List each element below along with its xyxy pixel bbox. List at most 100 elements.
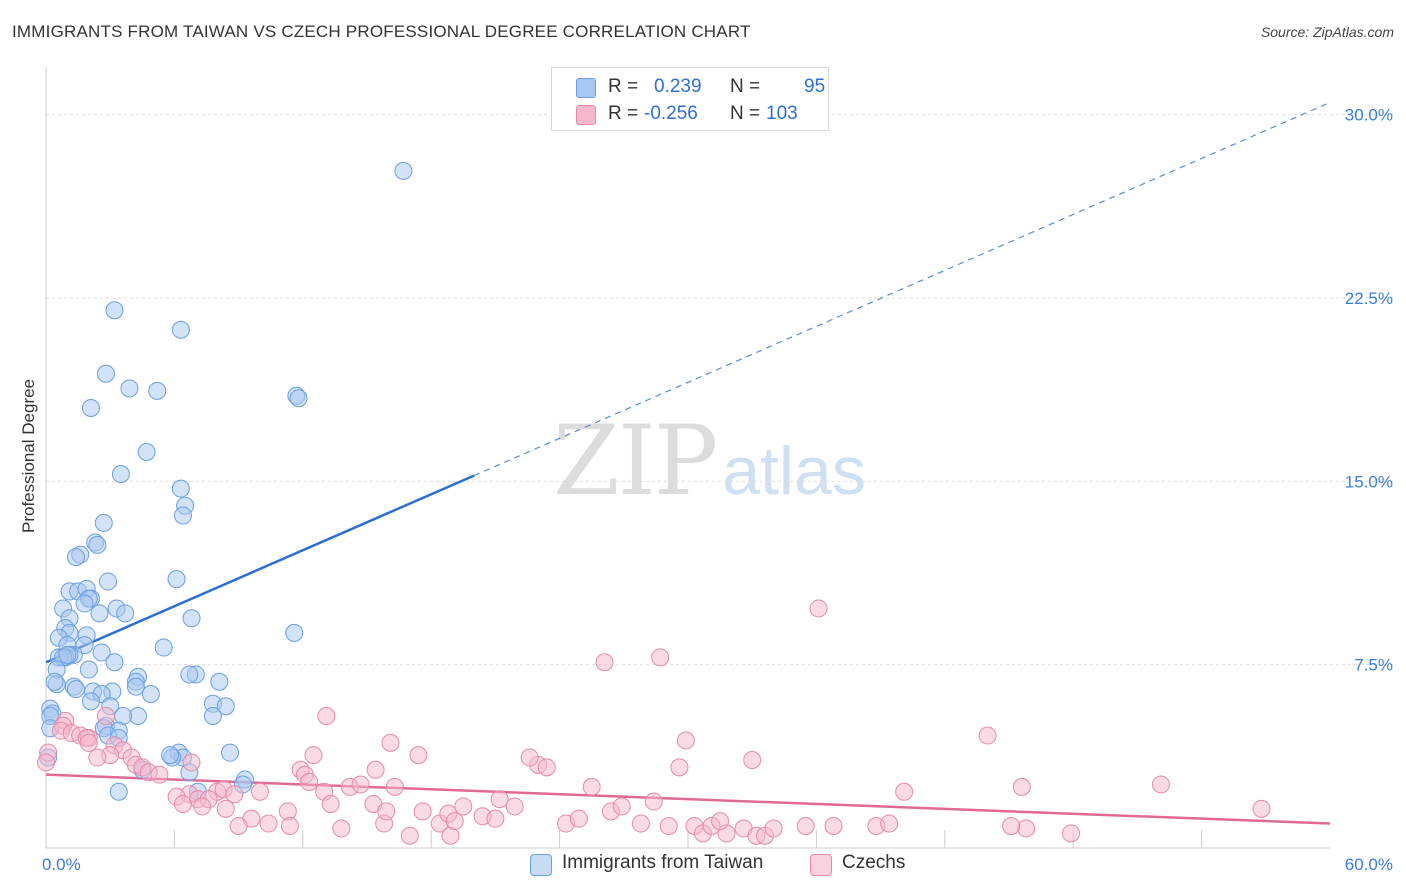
legend-n-label: N = xyxy=(730,76,761,97)
point-czechs xyxy=(377,802,396,821)
point-taiwan xyxy=(81,692,100,711)
point-taiwan xyxy=(66,680,85,699)
y-tick-label: 30.0% xyxy=(1345,106,1393,125)
watermark-atlas: atlas xyxy=(722,433,866,509)
point-czechs xyxy=(631,814,650,833)
point-czechs xyxy=(809,599,828,618)
point-taiwan xyxy=(141,685,160,703)
point-taiwan xyxy=(120,379,139,398)
legend-r-value: -0.256 xyxy=(644,103,698,124)
point-taiwan xyxy=(75,594,94,613)
point-taiwan xyxy=(105,301,124,320)
point-czechs xyxy=(317,707,336,725)
point-taiwan xyxy=(58,645,77,664)
point-taiwan xyxy=(79,660,98,679)
point-czechs xyxy=(676,731,695,750)
bottom-legend-label-taiwan: Immigrants from Taiwan xyxy=(562,852,764,873)
trend-line-taiwan xyxy=(45,474,475,664)
point-taiwan xyxy=(173,506,192,525)
point-taiwan xyxy=(210,672,229,691)
point-czechs xyxy=(409,746,428,765)
point-taiwan xyxy=(171,320,190,339)
grid-lines xyxy=(46,114,1395,666)
point-czechs xyxy=(486,809,505,828)
point-czechs xyxy=(711,812,730,831)
legend-n-label: N = xyxy=(730,103,761,124)
legend-r-value: 0.239 xyxy=(654,76,702,97)
point-czechs xyxy=(1151,775,1170,794)
data-points xyxy=(37,161,1271,845)
point-taiwan xyxy=(109,782,128,801)
point-czechs xyxy=(880,814,899,833)
point-czechs xyxy=(225,785,244,804)
y-tick-label: 7.5% xyxy=(1354,656,1393,675)
point-czechs xyxy=(304,746,323,765)
legend-r-label: R = xyxy=(608,76,639,97)
point-taiwan xyxy=(96,364,115,383)
point-czechs xyxy=(1252,799,1271,818)
point-taiwan xyxy=(285,623,304,642)
legend-n-value: 95 xyxy=(804,76,826,97)
point-czechs xyxy=(193,797,212,816)
point-czechs xyxy=(259,814,278,833)
x-tick-label: 60.0% xyxy=(1345,855,1393,874)
point-czechs xyxy=(332,819,351,838)
point-czechs xyxy=(321,795,340,813)
point-czechs xyxy=(385,777,404,796)
point-czechs xyxy=(1062,824,1081,843)
point-taiwan xyxy=(394,161,413,180)
point-czechs xyxy=(670,758,689,777)
point-czechs xyxy=(659,817,678,835)
y-tick-label: 15.0% xyxy=(1345,472,1393,491)
point-czechs xyxy=(150,765,169,784)
y-axis-label: Professional Degree xyxy=(19,379,38,533)
point-taiwan xyxy=(45,672,64,691)
axes xyxy=(45,68,1330,849)
point-taiwan xyxy=(289,389,308,408)
point-czechs xyxy=(454,797,473,816)
point-czechs xyxy=(366,760,385,779)
point-taiwan xyxy=(105,653,124,672)
point-czechs xyxy=(796,817,815,835)
point-czechs xyxy=(413,802,432,821)
point-czechs xyxy=(96,707,115,725)
point-taiwan xyxy=(154,638,173,657)
x-tick-label: 0.0% xyxy=(42,855,81,874)
point-czechs xyxy=(824,817,843,835)
watermark: ZIPatlas xyxy=(553,405,866,517)
point-czechs xyxy=(251,782,269,801)
point-taiwan xyxy=(81,399,100,417)
point-taiwan xyxy=(137,443,156,461)
point-czechs xyxy=(895,782,914,801)
point-taiwan xyxy=(182,609,201,628)
point-czechs xyxy=(612,797,631,816)
point-czechs xyxy=(651,648,670,667)
point-taiwan xyxy=(216,697,235,716)
point-czechs xyxy=(537,758,556,777)
point-taiwan xyxy=(94,513,113,532)
point-taiwan xyxy=(90,604,109,623)
point-czechs xyxy=(229,817,248,835)
point-taiwan xyxy=(203,707,222,725)
chart-title: IMMIGRANTS FROM TAIWAN VS CZECH PROFESSI… xyxy=(12,22,751,41)
point-taiwan xyxy=(116,604,135,623)
legend-swatch-taiwan xyxy=(576,78,596,98)
point-czechs xyxy=(79,733,98,752)
point-czechs xyxy=(351,775,370,794)
point-czechs xyxy=(1012,777,1031,796)
point-czechs xyxy=(280,817,299,835)
point-czechs xyxy=(37,753,55,772)
point-taiwan xyxy=(171,479,190,498)
point-taiwan xyxy=(167,570,186,589)
point-taiwan xyxy=(111,465,130,483)
trend-line-extension xyxy=(473,101,1331,477)
point-taiwan xyxy=(126,677,145,696)
point-czechs xyxy=(182,753,201,772)
source-label: Source: ZipAtlas.com xyxy=(1260,24,1394,40)
legend-n-value: 103 xyxy=(766,103,798,124)
point-czechs xyxy=(173,795,192,813)
legend-r-label: R = xyxy=(608,103,639,124)
point-czechs xyxy=(381,733,400,752)
point-taiwan xyxy=(161,746,180,765)
